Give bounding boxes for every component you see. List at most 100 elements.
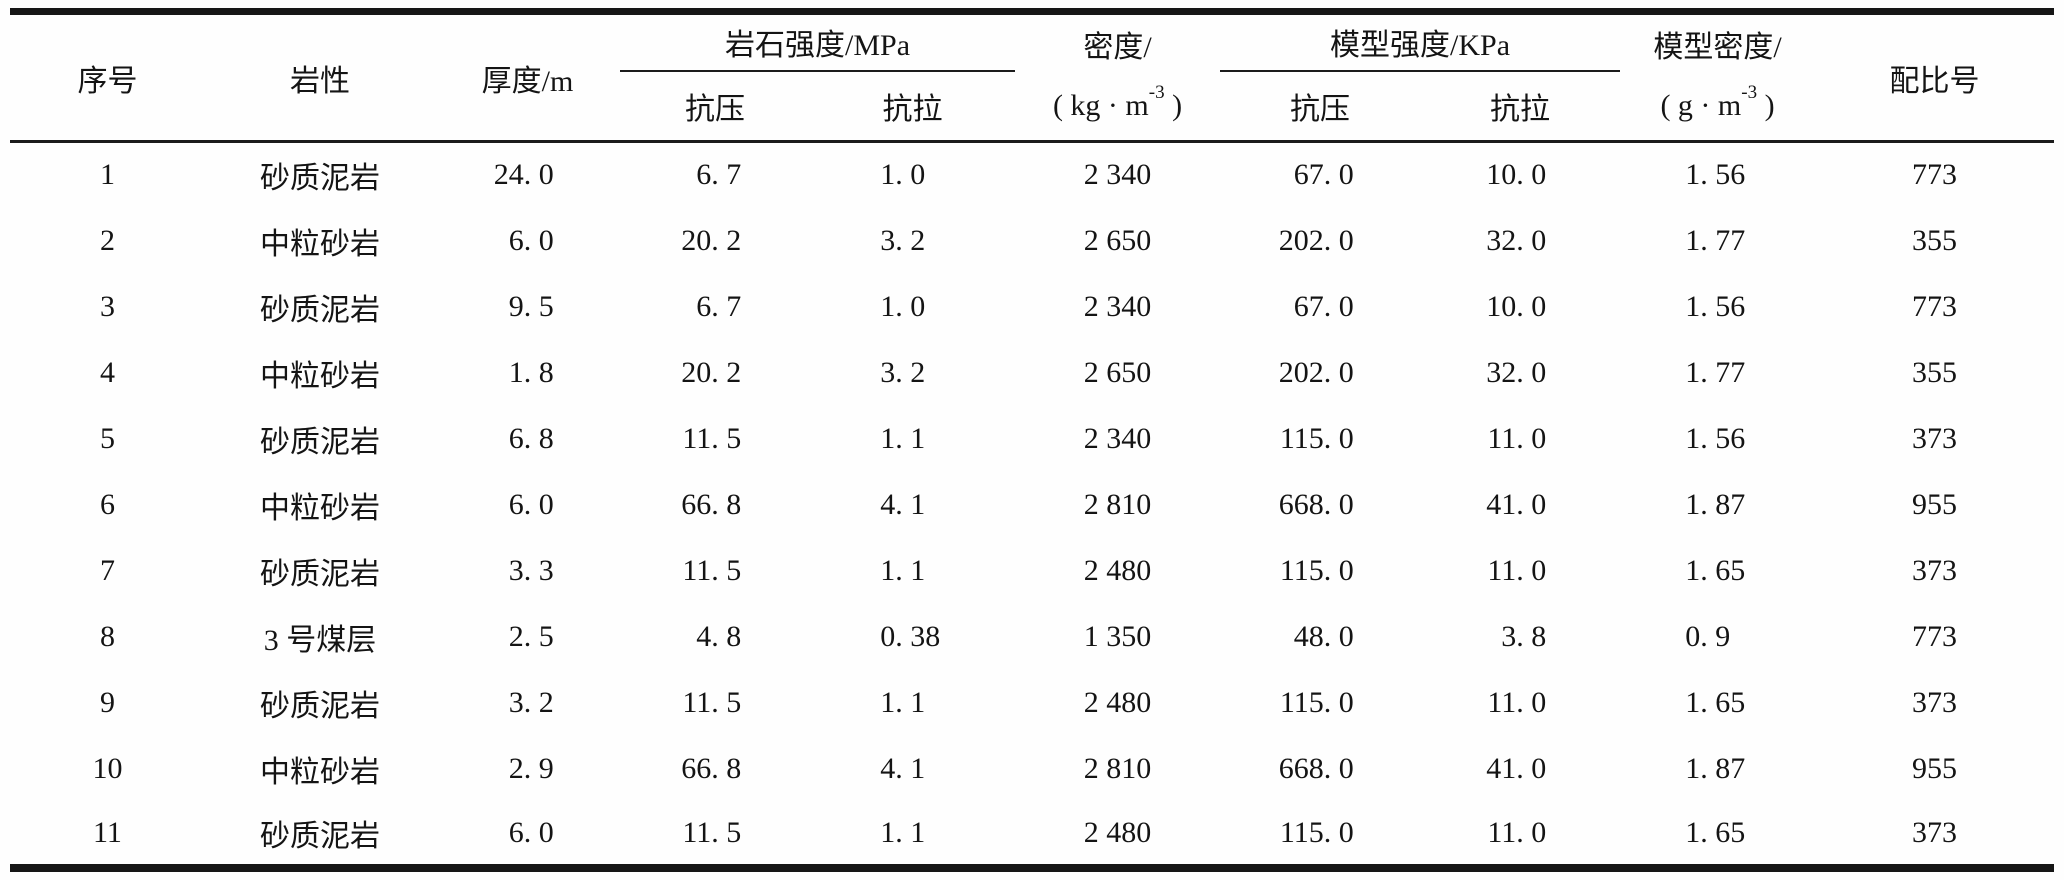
cell-density: 2 810 <box>1083 751 1152 785</box>
cell-model-tensile: 32. 0 <box>1486 355 1547 389</box>
cell-model-density: 1. 65 <box>1685 815 1746 849</box>
cell-index: 1 <box>100 158 115 192</box>
cell-rock-compressive: 66. 8 <box>681 487 742 521</box>
cell-rock-tensile: 1. 1 <box>880 421 926 455</box>
cell-thickness: 6. 0 <box>508 815 554 849</box>
cell-rock-tensile: 1. 0 <box>880 158 926 192</box>
cell-rock-tensile: 1. 0 <box>880 289 926 323</box>
cell-model-density: 1. 56 <box>1685 421 1746 455</box>
cell-model-density: 1. 87 <box>1685 487 1746 521</box>
cell-thickness: 1. 8 <box>508 355 554 389</box>
cell-lithology: 砂质泥岩 <box>260 425 380 459</box>
cell-rock-tensile: 1. 1 <box>880 815 926 849</box>
table-row: 7 砂质泥岩 3. 3 11. 5 1. 1 2 480 115. 0 11. 0 1. 65 3… <box>10 538 2054 604</box>
cell-index: 5 <box>100 421 115 455</box>
header-lithology: 岩性 <box>290 64 350 98</box>
cell-rock-tensile: 3. 2 <box>880 355 926 389</box>
cell-model-compressive: 48. 0 <box>1293 619 1354 653</box>
cell-model-tensile: 41. 0 <box>1486 751 1547 785</box>
cell-ratio: 955 <box>1912 487 1958 521</box>
cell-model-tensile: 41. 0 <box>1486 487 1547 521</box>
header-rock-strength-group: 岩石强度/MPa <box>620 11 1016 72</box>
cell-density: 2 340 <box>1083 421 1152 455</box>
cell-index: 4 <box>100 355 115 389</box>
cell-model-tensile: 11. 0 <box>1487 421 1547 455</box>
cell-ratio: 773 <box>1912 289 1958 323</box>
header-density: 密度/ ( kg · m -3 ) <box>1015 12 1220 142</box>
cell-rock-tensile: 1. 1 <box>880 685 926 719</box>
cell-lithology: 中粒砂岩 <box>260 755 380 789</box>
cell-lithology: 中粒砂岩 <box>260 359 380 393</box>
cell-ratio: 773 <box>1912 619 1958 653</box>
cell-index: 9 <box>100 685 115 719</box>
header-density-unit: ( kg · m -3 ) <box>1052 82 1183 122</box>
cell-index: 2 <box>100 223 115 257</box>
cell-density: 2 340 <box>1083 158 1152 192</box>
cell-model-compressive: 668. 0 <box>1278 751 1354 785</box>
cell-model-compressive: 67. 0 <box>1293 158 1354 192</box>
cell-ratio: 355 <box>1912 223 1958 257</box>
header-rock-tensile: 抗拉 <box>882 92 943 126</box>
cell-thickness: 3. 2 <box>508 685 554 719</box>
header-model-density-unit: ( g · m -3 ) <box>1660 82 1775 122</box>
cell-index: 6 <box>100 487 115 521</box>
header-rock-compressive: 抗压 <box>685 92 745 126</box>
cell-model-density: 1. 87 <box>1685 751 1746 785</box>
cell-index: 7 <box>100 553 115 587</box>
cell-rock-tensile: 3. 2 <box>880 223 926 257</box>
cell-model-compressive: 115. 0 <box>1279 685 1354 719</box>
model-density-unit-text: ( g · m <box>1660 89 1742 122</box>
table-row: 4 中粒砂岩 1. 8 20. 2 3. 2 2 650 202. 0 32. 0 1. 77 3… <box>10 340 2054 406</box>
header-model-tensile: 抗拉 <box>1490 92 1551 126</box>
cell-thickness: 2. 9 <box>508 751 554 785</box>
header-row-groups: 序号 岩性 厚度/m 岩石强度/MPa 密度/ ( kg · m -3 ) 模型强… <box>10 11 2054 122</box>
cell-model-density: 1. 65 <box>1685 685 1746 719</box>
cell-ratio: 373 <box>1912 815 1958 849</box>
cell-density: 1 350 <box>1083 619 1152 653</box>
cell-lithology: 砂质泥岩 <box>260 689 380 723</box>
cell-ratio: 373 <box>1912 685 1958 719</box>
cell-rock-compressive: 20. 2 <box>681 355 742 389</box>
cell-model-density: 1. 56 <box>1685 289 1746 323</box>
table-row: 6 中粒砂岩 6. 0 66. 8 4. 1 2 810 668. 0 41. 0 1. 87 9… <box>10 472 2054 538</box>
model-density-unit-close: ) <box>1757 89 1775 122</box>
cell-ratio: 355 <box>1912 355 1958 389</box>
density-unit-text: ( kg · m <box>1052 89 1149 122</box>
cell-model-tensile: 3. 8 <box>1501 619 1547 653</box>
cell-rock-compressive: 6. 7 <box>696 158 742 192</box>
cell-model-density: 1. 77 <box>1685 223 1746 257</box>
cell-lithology: 砂质泥岩 <box>260 293 380 327</box>
cell-index: 10 <box>92 751 123 785</box>
cell-thickness: 6. 0 <box>508 487 554 521</box>
header-model-density-title: 模型密度/ <box>1653 30 1782 64</box>
cell-lithology: 砂质泥岩 <box>260 819 380 853</box>
table-row: 2 中粒砂岩 6. 0 20. 2 3. 2 2 650 202. 0 32. 0 1. 77 3… <box>10 208 2054 274</box>
cell-lithology: 3 号煤层 <box>263 623 377 657</box>
cell-model-tensile: 11. 0 <box>1487 815 1547 849</box>
cell-lithology: 中粒砂岩 <box>260 227 380 261</box>
cell-ratio: 955 <box>1912 751 1958 785</box>
header-row-sub: 抗压 抗拉 抗压 抗拉 <box>10 71 2054 142</box>
cell-rock-compressive: 6. 7 <box>696 289 742 323</box>
cell-thickness: 2. 5 <box>508 619 554 653</box>
cell-thickness: 24. 0 <box>493 158 554 192</box>
cell-model-tensile: 10. 0 <box>1486 289 1547 323</box>
cell-ratio: 373 <box>1912 421 1958 455</box>
table-header: 序号 岩性 厚度/m 岩石强度/MPa 密度/ ( kg · m -3 ) 模型强… <box>10 11 2055 142</box>
cell-model-compressive: 668. 0 <box>1278 487 1354 521</box>
cell-model-density: 1. 56 <box>1685 158 1746 192</box>
table-row: 10 中粒砂岩 2. 9 66. 8 4. 1 2 810 668. 0 41. 0 1. 87… <box>10 736 2054 802</box>
cell-model-tensile: 11. 0 <box>1487 685 1547 719</box>
cell-model-density: 1. 77 <box>1685 355 1746 389</box>
cell-lithology: 中粒砂岩 <box>260 491 380 525</box>
cell-model-compressive: 115. 0 <box>1279 421 1354 455</box>
cell-model-tensile: 10. 0 <box>1486 158 1547 192</box>
cell-rock-tensile: 4. 1 <box>880 751 926 785</box>
table-row: 1 砂质泥岩 24. 0 6. 7 1. 0 2 340 67. 0 10. 0 1. 56 77… <box>10 142 2054 208</box>
cell-model-compressive: 67. 0 <box>1293 289 1354 323</box>
cell-thickness: 6. 0 <box>508 223 554 257</box>
cell-ratio: 373 <box>1912 553 1958 587</box>
table-row: 11 砂质泥岩 6. 0 11. 5 1. 1 2 480 115. 0 11. 0 1. 65… <box>10 802 2054 868</box>
